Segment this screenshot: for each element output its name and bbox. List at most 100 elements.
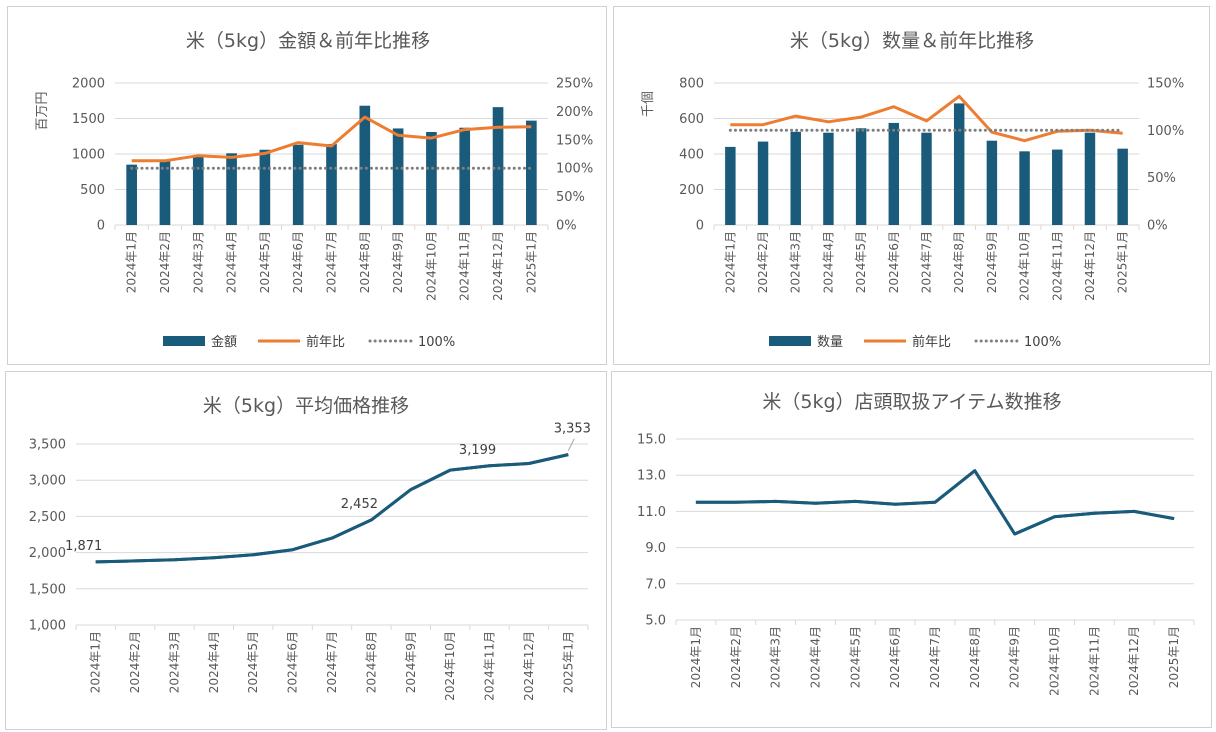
bar xyxy=(259,149,271,225)
data-label: 3,353 xyxy=(554,422,591,437)
bar xyxy=(1052,149,1063,225)
x-tick-label: 2024年10月 xyxy=(1018,231,1032,301)
bar xyxy=(526,120,537,225)
bar xyxy=(953,103,965,225)
x-tick-label: 2024年11月 xyxy=(1050,231,1064,301)
chart-title: 米（5kg）店頭取扱アイテム数推移 xyxy=(762,391,1061,413)
x-tick-label: 2024年6月 xyxy=(887,231,901,293)
data-label: 3,199 xyxy=(459,443,496,458)
x-tick-label: 2024年1月 xyxy=(689,626,703,688)
bar xyxy=(492,107,504,225)
x-tick-label: 2024年11月 xyxy=(458,231,472,301)
y2-tick-label: 250% xyxy=(556,77,593,92)
x-tick-label: 2024年3月 xyxy=(769,626,783,688)
y-axis-label: 千個 xyxy=(641,91,656,117)
y2-tick-label: 0% xyxy=(556,219,577,234)
x-tick-label: 2025年1月 xyxy=(524,231,538,293)
data-label-leader xyxy=(567,438,575,451)
items-chart: 米（5kg）店頭取扱アイテム数推移 5.0 7.0 9.0 11.0 13.0 15.0 20… xyxy=(637,391,1195,696)
series-line xyxy=(695,469,1175,536)
y2-tick-label: 0% xyxy=(1147,219,1168,234)
y-tick-label: 200 xyxy=(679,183,704,198)
x-tick-label: 2024年2月 xyxy=(158,231,172,293)
x-tick-label: 2025年1月 xyxy=(1116,231,1130,293)
quantity-chart: 米（5kg）数量＆前年比推移 0 200 400 600 800 0% 50% 100% 150%… xyxy=(641,30,1184,350)
bar xyxy=(823,132,834,225)
y2-tick-label: 50% xyxy=(556,190,585,205)
x-tick-label: 2024年7月 xyxy=(325,231,339,293)
x-tick-label: 2024年12月 xyxy=(491,231,505,301)
y-tick-label: 15.0 xyxy=(637,433,666,448)
y-tick-label: 0 xyxy=(97,219,105,234)
x-tick-label: 2024年5月 xyxy=(258,231,272,293)
y-tick-label: 3,500 xyxy=(29,438,66,453)
y2-tick-label: 200% xyxy=(556,105,593,120)
x-tick-label: 2024年7月 xyxy=(928,626,942,688)
y-tick-label: 400 xyxy=(679,148,704,163)
bar xyxy=(192,155,204,225)
x-tick-label: 2024年2月 xyxy=(756,231,770,293)
bar xyxy=(392,128,404,225)
y2-tick-label: 100% xyxy=(1147,124,1184,139)
y2-tick-label: 50% xyxy=(1147,171,1176,186)
x-tick-label: 2024年12月 xyxy=(522,631,536,701)
x-tick-label: 2024年5月 xyxy=(246,631,260,693)
bar xyxy=(459,127,471,225)
y-tick-label: 7.0 xyxy=(645,577,666,592)
x-tick-label: 2024年12月 xyxy=(1127,626,1141,696)
y-tick-label: 1500 xyxy=(72,112,105,127)
y2-tick-label: 100% xyxy=(556,162,593,177)
chart-title: 米（5kg）数量＆前年比推移 xyxy=(790,30,1034,52)
x-tick-label: 2024年4月 xyxy=(207,631,221,693)
x-tick-label: 2024年7月 xyxy=(920,231,934,293)
x-tick-label: 2024年8月 xyxy=(358,231,372,293)
legend-label: 数量 xyxy=(817,335,843,350)
quantity-chart-panel: 米（5kg）数量＆前年比推移 0 200 400 600 800 0% 50% 100% 150%… xyxy=(613,6,1210,365)
y-tick-label: 5.0 xyxy=(645,614,666,629)
legend-label: 100% xyxy=(1024,335,1061,350)
y-tick-label: 1,500 xyxy=(29,582,66,597)
y-tick-label: 2000 xyxy=(72,77,105,92)
bar xyxy=(426,131,437,225)
bar xyxy=(226,153,237,225)
x-tick-label: 2024年6月 xyxy=(286,631,300,693)
x-tick-label: 2024年6月 xyxy=(888,626,902,688)
y-tick-label: 2,500 xyxy=(29,510,66,525)
x-tick-label: 2024年12月 xyxy=(1083,231,1097,301)
chart-title: 米（5kg）金額＆前年比推移 xyxy=(186,30,430,52)
x-tick-label: 2024年3月 xyxy=(789,231,803,293)
items-chart-panel: 米（5kg）店頭取扱アイテム数推移 5.0 7.0 9.0 11.0 13.0 15.0 20… xyxy=(611,371,1212,728)
y-tick-label: 3,000 xyxy=(29,474,66,489)
x-tick-label: 2024年4月 xyxy=(225,231,239,293)
x-tick-label: 2024年3月 xyxy=(191,231,205,293)
x-tick-label: 2024年1月 xyxy=(723,231,737,293)
sales-chart: 米（5kg）金額＆前年比推移 0 500 1000 1500 2000 0% 50% 100% 1… xyxy=(35,30,593,350)
legend-swatch-bar xyxy=(769,336,811,346)
series-line-yoy xyxy=(131,115,532,163)
series-line xyxy=(95,453,569,564)
x-tick-label: 2024年1月 xyxy=(125,231,139,293)
y-tick-label: 1,000 xyxy=(29,619,66,634)
x-tick-label: 2024年5月 xyxy=(848,626,862,688)
data-label: 1,871 xyxy=(65,539,102,554)
y-tick-label: 0 xyxy=(696,219,704,234)
bar xyxy=(725,146,736,225)
y-tick-label: 800 xyxy=(679,77,704,92)
y2-tick-label: 150% xyxy=(556,133,593,148)
bar xyxy=(326,144,337,225)
y-tick-label: 9.0 xyxy=(645,541,666,556)
legend-swatch-bar xyxy=(163,336,205,346)
series-line xyxy=(95,453,569,564)
x-tick-label: 2024年2月 xyxy=(729,626,743,688)
x-tick-label: 2024年2月 xyxy=(128,631,142,693)
x-tick-label: 2024年11月 xyxy=(1087,626,1101,696)
x-tick-label: 2024年1月 xyxy=(89,631,103,693)
avg-price-chart: 米（5kg）平均価格推移 1,000 1,500 2,000 2,500 3,000 3,5… xyxy=(29,395,591,701)
legend-label: 金額 xyxy=(211,334,237,350)
legend-label: 前年比 xyxy=(912,334,951,350)
x-tick-label: 2024年6月 xyxy=(291,231,305,293)
x-tick-label: 2024年7月 xyxy=(325,631,339,693)
x-tick-label: 2024年5月 xyxy=(854,231,868,293)
y-tick-label: 1000 xyxy=(72,148,105,163)
x-tick-label: 2024年10月 xyxy=(443,631,457,701)
